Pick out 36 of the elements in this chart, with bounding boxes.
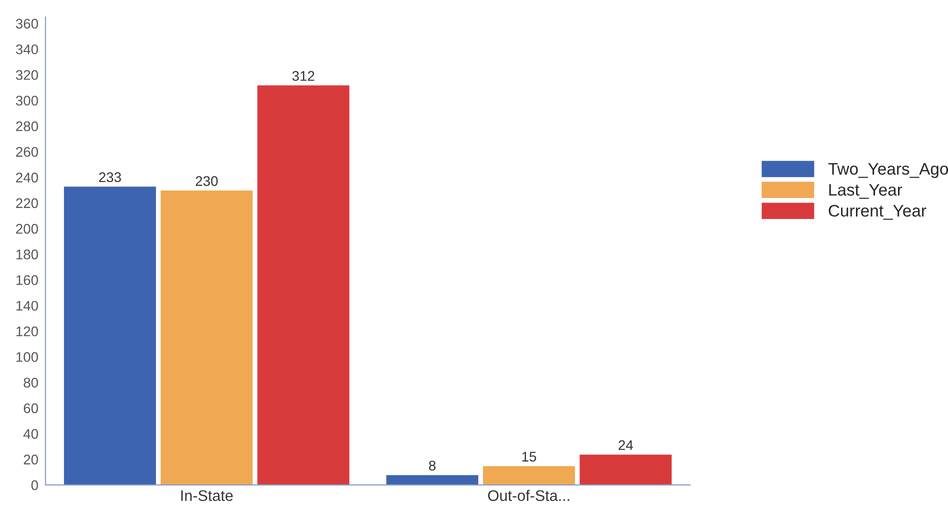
y-tick-label: 340: [16, 44, 38, 54]
y-tick-label: 360: [16, 18, 38, 29]
x-tick-label: In-State: [181, 490, 233, 502]
bar: [482, 465, 576, 485]
data-label: 312: [292, 71, 314, 81]
y-tick-label: 60: [24, 403, 38, 414]
y-tick-label: 260: [16, 146, 38, 157]
y-tick-label: 320: [16, 70, 38, 80]
y-tick-label: 40: [23, 429, 38, 439]
y-tick-label: 240: [16, 172, 38, 182]
y-tick-label: 160: [16, 275, 38, 286]
bar: [578, 454, 673, 485]
y-tick-label: 100: [16, 352, 38, 362]
y-tick-label: 140: [16, 300, 38, 311]
bar: [385, 474, 480, 485]
y-tick-label: 220: [16, 198, 38, 208]
y-tick-label: 80: [24, 378, 38, 388]
bar: [63, 186, 157, 485]
data-label: 15: [522, 452, 536, 462]
y-tick-label: 120: [16, 326, 38, 336]
data-label: 24: [618, 440, 633, 450]
y-tick-label: 180: [16, 250, 38, 260]
bar: [160, 190, 254, 485]
y-tick-label: 300: [16, 96, 38, 106]
legend-label: Two_Years_Ago: [828, 163, 948, 178]
data-label: 8: [429, 460, 436, 471]
y-tick-label: 0: [31, 480, 38, 490]
x-tick-label: Out-of-Sta...: [488, 490, 570, 502]
data-label: 230: [196, 176, 218, 186]
y-tick-label: 280: [16, 121, 38, 132]
legend-label: Last_Year: [829, 184, 902, 199]
legend-label: Current_Year: [828, 204, 926, 220]
data-label: 233: [99, 172, 121, 182]
bar: [256, 84, 350, 485]
y-tick-label: 200: [16, 224, 38, 234]
y-tick-label: 20: [24, 454, 38, 464]
